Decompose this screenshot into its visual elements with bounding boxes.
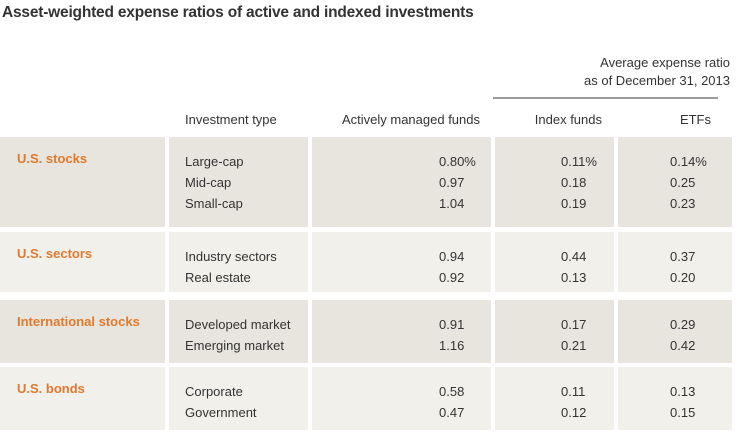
index-value: 0.19 [561, 196, 587, 211]
category-cell: International stocks [0, 300, 165, 363]
active-cell: 0.91 1.16 [312, 300, 491, 363]
index-value: 0.11% [561, 154, 597, 169]
index-cell: 0.44 0.13 [495, 232, 614, 292]
table-row-us-sectors: U.S. sectors Industry sectors Real estat… [0, 232, 744, 292]
active-value: 1.04 [439, 196, 465, 211]
col-header-index: Index funds [534, 112, 602, 127]
active-cell: 0.80% 0.97 1.04 [312, 137, 491, 227]
type-label: Developed market [185, 317, 291, 332]
etf-cell: 0.37 0.20 [618, 232, 732, 292]
type-label: Emerging market [185, 338, 284, 353]
type-label: Industry sectors [185, 249, 277, 264]
category-cell: U.S. stocks [0, 137, 165, 227]
index-value: 0.21 [561, 338, 587, 353]
etf-cell: 0.14% 0.25 0.23 [618, 137, 732, 227]
category-cell: U.S. sectors [0, 232, 165, 292]
etf-value: 0.13 [670, 384, 696, 399]
col-header-etfs: ETFs [679, 112, 711, 127]
category-label: U.S. sectors [17, 246, 93, 261]
types-cell: Industry sectors Real estate [169, 232, 308, 292]
category-label: U.S. bonds [17, 381, 85, 396]
index-value: 0.18 [561, 175, 587, 190]
col-header-active: Actively managed funds [341, 112, 480, 127]
active-value: 0.92 [439, 270, 465, 285]
etf-value: 0.20 [670, 270, 696, 285]
type-label: Government [185, 405, 257, 420]
index-cell: 0.17 0.21 [495, 300, 614, 363]
active-value: 0.94 [439, 249, 465, 264]
table-row-international-stocks: International stocks Developed market Em… [0, 300, 744, 363]
super-header-line1: Average expense ratio [600, 55, 730, 70]
etf-value: 0.42 [670, 338, 696, 353]
index-cell: 0.11% 0.18 0.19 [495, 137, 614, 227]
index-value: 0.13 [561, 270, 587, 285]
type-label: Small-cap [185, 196, 243, 211]
type-label: Mid-cap [185, 175, 232, 190]
active-value: 0.47 [439, 405, 465, 420]
table-title: Asset-weighted expense ratios of active … [2, 4, 474, 21]
etf-value: 0.14% [670, 154, 707, 169]
etf-value: 0.29 [670, 317, 696, 332]
index-value: 0.17 [561, 317, 587, 332]
category-label: International stocks [17, 314, 140, 329]
super-header: Average expense ratio as of December 31,… [584, 54, 730, 90]
etf-cell: 0.29 0.42 [618, 300, 732, 363]
active-value: 0.91 [439, 317, 465, 332]
col-header-investment-type: Investment type [185, 112, 277, 127]
etf-cell: 0.13 0.15 [618, 367, 732, 430]
type-label: Real estate [185, 270, 251, 285]
active-value: 0.97 [439, 175, 465, 190]
super-header-line2: as of December 31, 2013 [584, 73, 730, 88]
active-value: 0.80% [439, 154, 476, 169]
index-value: 0.11 [561, 384, 586, 399]
index-cell: 0.11 0.12 [495, 367, 614, 430]
types-cell: Corporate Government [169, 367, 308, 430]
active-cell: 0.58 0.47 [312, 367, 491, 430]
category-label: U.S. stocks [17, 151, 88, 166]
types-cell: Large-cap Mid-cap Small-cap [169, 137, 308, 227]
category-cell: U.S. bonds [0, 367, 165, 430]
active-value: 0.58 [439, 384, 465, 399]
super-header-rule [493, 97, 718, 99]
active-cell: 0.94 0.92 [312, 232, 491, 292]
type-label: Corporate [185, 384, 243, 399]
table-row-us-stocks: U.S. stocks Large-cap Mid-cap Small-cap … [0, 137, 744, 227]
type-label: Large-cap [185, 154, 244, 169]
etf-value: 0.23 [670, 196, 696, 211]
etf-value: 0.15 [670, 405, 696, 420]
etf-value: 0.25 [670, 175, 696, 190]
index-value: 0.44 [561, 249, 587, 264]
types-cell: Developed market Emerging market [169, 300, 308, 363]
etf-value: 0.37 [670, 249, 696, 264]
active-value: 1.16 [439, 338, 465, 353]
table-row-us-bonds: U.S. bonds Corporate Government 0.58 0.4… [0, 367, 744, 430]
index-value: 0.12 [561, 405, 587, 420]
